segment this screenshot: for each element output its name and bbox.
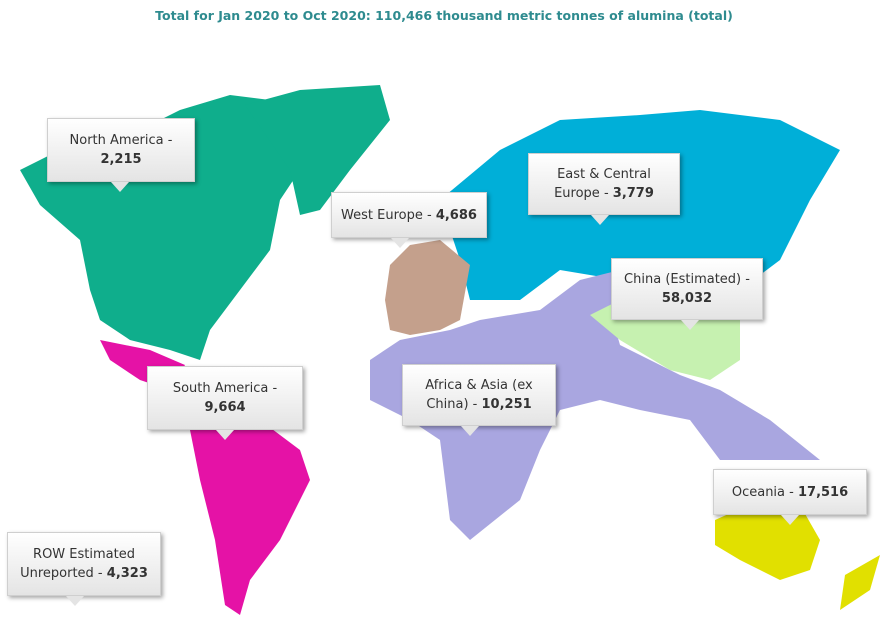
region-value: 58,032 <box>661 291 713 306</box>
region-callout: West Europe - 4,686 <box>331 192 487 238</box>
region-name: China (Estimated) - <box>624 272 750 287</box>
callout-pointer <box>66 596 84 606</box>
callout-pointer <box>461 426 479 436</box>
south-america <box>190 420 310 615</box>
callout-text: East & Central Europe - 3,779 <box>537 165 671 203</box>
region-callout: South America - 9,664 <box>147 366 303 430</box>
region-name: Africa & Asia (ex China) - <box>425 378 533 412</box>
region-name: West Europe - <box>341 207 432 223</box>
callout-text: South America - 9,664 <box>156 379 294 417</box>
callout-text: North America - 2,215 <box>56 131 186 169</box>
callout-pointer <box>681 320 699 330</box>
callout-text: West Europe - 4,686 <box>341 206 477 225</box>
region-callout: North America - 2,215 <box>47 118 195 182</box>
region-value: 4,323 <box>106 566 148 581</box>
region-value: 2,215 <box>100 152 142 167</box>
callout-text: Oceania - 17,516 <box>732 483 848 502</box>
west-europe <box>385 240 470 335</box>
region-name: Oceania - <box>731 484 794 500</box>
callout-text: ROW Estimated Unreported - 4,323 <box>16 545 152 583</box>
region-value: 4,686 <box>435 207 477 223</box>
new-zealand <box>840 555 880 610</box>
region-name: South America - <box>172 381 278 396</box>
callout-pointer <box>216 430 234 440</box>
region-value: 3,779 <box>612 186 654 201</box>
region-callout: ROW Estimated Unreported - 4,323 <box>7 532 161 596</box>
region-name: North America - <box>69 133 173 148</box>
callout-pointer <box>391 238 409 248</box>
callout-pointer <box>781 515 799 525</box>
region-callout: Oceania - 17,516 <box>713 469 867 515</box>
map-title: Total for Jan 2020 to Oct 2020: 110,466 … <box>155 8 733 23</box>
region-callout: China (Estimated) - 58,032 <box>611 258 763 320</box>
region-name: East & Central Europe - <box>554 167 651 201</box>
callout-text: China (Estimated) - 58,032 <box>620 270 754 308</box>
callout-text: Africa & Asia (ex China) - 10,251 <box>411 376 547 414</box>
africa-asia <box>370 270 820 540</box>
region-value: 17,516 <box>797 484 849 500</box>
region-name: ROW Estimated Unreported - <box>20 547 135 581</box>
region-value: 10,251 <box>481 397 532 412</box>
region-callout: Africa & Asia (ex China) - 10,251 <box>402 364 556 426</box>
callout-pointer <box>591 215 609 225</box>
greenland <box>245 85 390 215</box>
region-callout: East & Central Europe - 3,779 <box>528 153 680 215</box>
region-value: 9,664 <box>204 400 246 415</box>
callout-pointer <box>111 182 129 192</box>
